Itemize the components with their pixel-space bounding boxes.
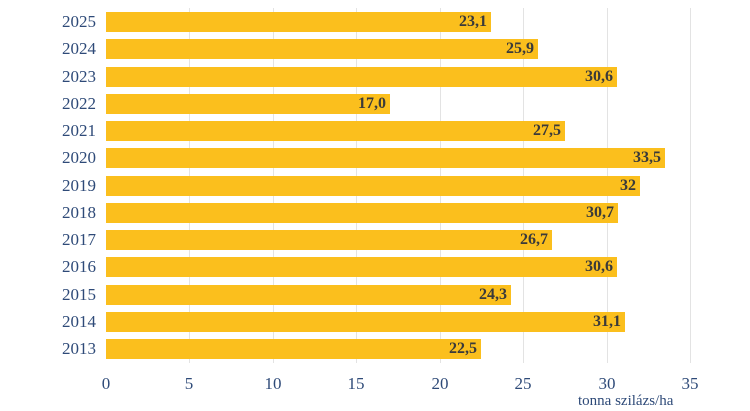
bar-2015: 24,3 (106, 285, 511, 305)
bar-value-label: 26,7 (520, 231, 548, 248)
y-category-label: 2019 (62, 176, 96, 195)
bar-value-label: 30,6 (585, 258, 613, 275)
x-tick-label: 35 (681, 374, 699, 393)
bar-value-label: 27,5 (533, 122, 561, 139)
bar-2023: 30,6 (106, 67, 617, 87)
x-tick-label: 0 (101, 374, 111, 393)
bar-2016: 30,6 (106, 257, 617, 277)
y-category-label: 2015 (62, 285, 96, 304)
bar-2017: 26,7 (106, 230, 552, 250)
y-category-label: 2018 (62, 203, 96, 222)
x-tick-label: 5 (184, 374, 194, 393)
bar-value-label: 30,6 (585, 68, 613, 85)
x-axis-title: tonna szilázs/ha (578, 393, 674, 409)
y-category-label: 2020 (62, 148, 96, 167)
bar-2014: 31,1 (106, 312, 625, 332)
bar-2013: 22,5 (106, 339, 481, 359)
grid-line (690, 8, 691, 363)
y-category-label: 2014 (62, 312, 96, 331)
bar-value-label: 22,5 (449, 340, 477, 357)
x-tick-label: 30 (598, 374, 616, 393)
x-tick-label: 10 (264, 374, 282, 393)
bar-value-label: 32 (620, 177, 636, 194)
x-tick-label: 15 (347, 374, 365, 393)
y-category-label: 2022 (62, 94, 96, 113)
y-category-label: 2023 (62, 67, 96, 86)
y-category-label: 2024 (62, 39, 96, 58)
y-category-label: 2021 (62, 121, 96, 140)
bar-2024: 25,9 (106, 39, 538, 59)
bar-value-label: 25,9 (506, 40, 534, 57)
y-category-label: 2025 (62, 12, 96, 31)
bar-2025: 23,1 (106, 12, 491, 32)
bar-value-label: 24,3 (479, 286, 507, 303)
bar-value-label: 17,0 (358, 95, 386, 112)
bar-2022: 17,0 (106, 94, 390, 114)
bar-2020: 33,5 (106, 148, 665, 168)
bar-2019: 32 (106, 176, 640, 196)
bar-value-label: 31,1 (593, 313, 621, 330)
y-category-label: 2016 (62, 257, 96, 276)
x-tick-label: 20 (431, 374, 449, 393)
bar-value-label: 30,7 (586, 204, 614, 221)
y-category-label: 2017 (62, 230, 96, 249)
x-tick-label: 25 (514, 374, 532, 393)
y-category-label: 2013 (62, 339, 96, 358)
bar-value-label: 33,5 (633, 149, 661, 166)
bar-2018: 30,7 (106, 203, 618, 223)
bar-value-label: 23,1 (459, 13, 487, 30)
bar-2021: 27,5 (106, 121, 565, 141)
